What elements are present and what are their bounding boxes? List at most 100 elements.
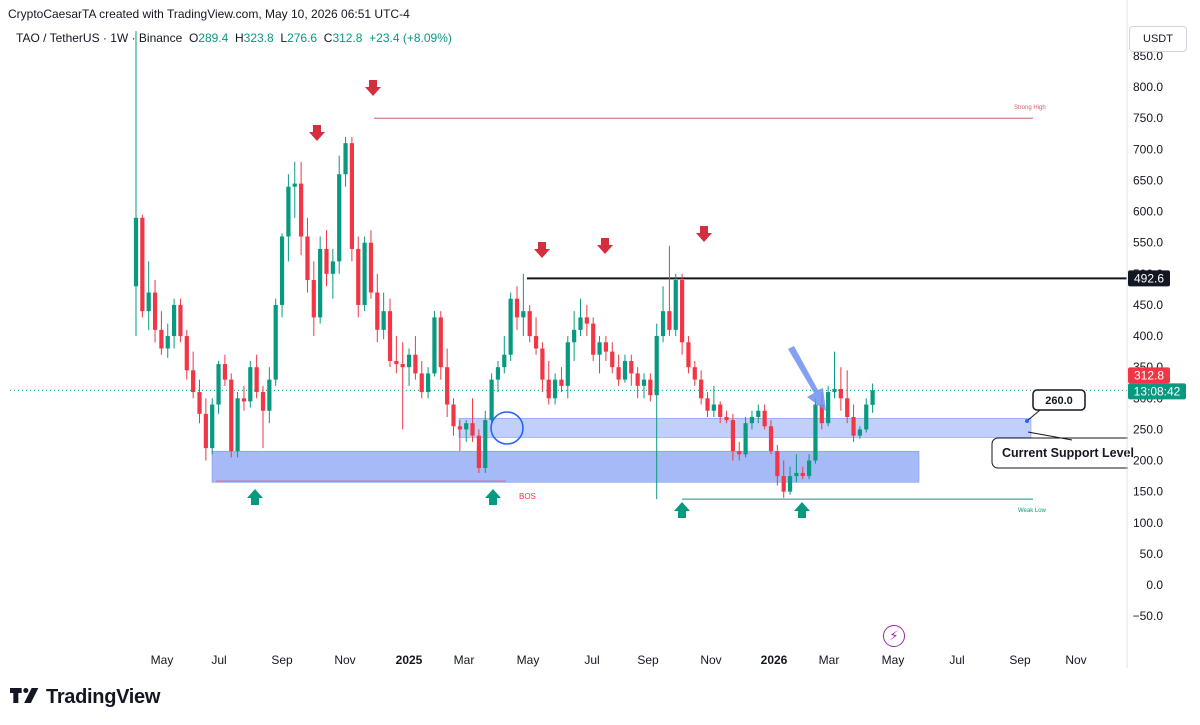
candle-body — [527, 311, 532, 337]
candle — [527, 304, 532, 343]
candle-body — [711, 404, 716, 411]
candle-body — [476, 435, 481, 468]
price-tick-label: 550.0 — [1133, 236, 1163, 250]
bos-label: BOS — [519, 492, 536, 501]
candle — [660, 286, 666, 343]
candle-body — [267, 379, 272, 411]
candle — [337, 155, 342, 274]
time-tick-label: Mar — [819, 653, 840, 667]
candle-body — [152, 292, 158, 330]
candle — [210, 398, 215, 455]
candle-body — [730, 420, 735, 452]
candle-body — [610, 351, 615, 368]
candle — [692, 360, 697, 386]
symbol-name: TAO / TetherUS · 1W · Binance — [16, 31, 183, 45]
candle — [857, 426, 862, 439]
candle — [146, 261, 151, 330]
candle-body — [305, 236, 310, 281]
time-tick-label: Mar — [454, 653, 475, 667]
candle-body — [140, 217, 145, 312]
candle — [514, 286, 520, 330]
candle-body — [762, 410, 767, 427]
candle — [610, 342, 615, 374]
candle — [483, 410, 488, 473]
candle-body — [591, 323, 596, 355]
currency-button[interactable]: USDT — [1129, 26, 1187, 52]
candle-body — [680, 280, 685, 343]
candle-body — [184, 336, 189, 371]
symbol-legend[interactable]: TAO / TetherUS · 1W · Binance O289.4 H32… — [16, 31, 452, 45]
candle — [438, 311, 443, 380]
time-tick-label: Jul — [584, 653, 599, 667]
tradingview-logo[interactable]: TradingView — [10, 686, 160, 709]
candle — [591, 317, 596, 361]
candle — [559, 367, 564, 393]
time-tick-label: 2026 — [761, 653, 788, 667]
price-tick-label: 850.0 — [1133, 49, 1163, 63]
candle — [540, 342, 545, 393]
candle-body — [641, 379, 647, 386]
time-tick-label: Jul — [211, 653, 226, 667]
candle-body — [622, 360, 628, 380]
candle-body — [800, 472, 805, 477]
price-tick-label: 650.0 — [1133, 173, 1163, 187]
candle — [838, 367, 843, 411]
candle — [832, 351, 837, 399]
candle-body — [318, 248, 323, 318]
candle — [387, 298, 393, 368]
candle-body — [813, 404, 818, 461]
candle-body — [292, 183, 297, 187]
candle — [730, 413, 735, 461]
support-zone-lower — [211, 450, 920, 483]
candle-body — [667, 311, 672, 330]
candle-body — [768, 426, 774, 452]
candle-body — [165, 336, 170, 349]
candle-body — [832, 388, 837, 393]
candle-body — [857, 429, 862, 436]
candle — [260, 385, 266, 449]
candle — [724, 410, 729, 424]
support-zones — [211, 417, 1032, 483]
candle-body — [210, 404, 215, 449]
candle — [311, 261, 316, 337]
candle-body — [660, 311, 666, 337]
level-lines: Strong High Weak Low BOS — [10, 105, 1127, 514]
candle — [375, 273, 380, 343]
red-down-arrow-icon — [597, 238, 613, 254]
candle — [495, 360, 501, 393]
candle — [794, 454, 799, 483]
candle-body — [299, 183, 304, 237]
candle-body — [514, 298, 520, 318]
candle — [267, 367, 272, 424]
candle — [470, 398, 475, 442]
candle — [445, 348, 450, 417]
candle — [197, 379, 202, 424]
time-axis: May Jul Sep Nov 2025 Mar May Jul Sep Nov 2026 Mar Ma… — [151, 653, 1087, 667]
weak-low-label: Weak Low — [1018, 508, 1047, 514]
candle — [508, 292, 513, 361]
candle-body — [705, 398, 710, 411]
lightning-icon[interactable]: ⚡ — [883, 625, 905, 647]
price-tick-label: 100.0 — [1133, 516, 1163, 530]
candle — [648, 373, 653, 402]
candle — [203, 398, 208, 461]
candle — [705, 392, 710, 417]
candle — [502, 336, 507, 374]
candle — [813, 398, 818, 464]
candle — [864, 398, 869, 433]
support-callout-text: Current Support Level — [1002, 446, 1134, 460]
candle — [826, 385, 831, 427]
candles — [133, 31, 875, 500]
candle-body — [553, 379, 558, 399]
price-tick-label: 50.0 — [1140, 547, 1164, 561]
candle-body — [445, 367, 450, 405]
candle — [222, 354, 227, 386]
candle-body — [273, 304, 278, 380]
candle-body — [400, 364, 405, 368]
candle — [775, 444, 780, 486]
candle-body — [483, 420, 488, 468]
candle — [521, 273, 526, 337]
candle-body — [159, 329, 164, 349]
candle-body — [565, 342, 570, 386]
